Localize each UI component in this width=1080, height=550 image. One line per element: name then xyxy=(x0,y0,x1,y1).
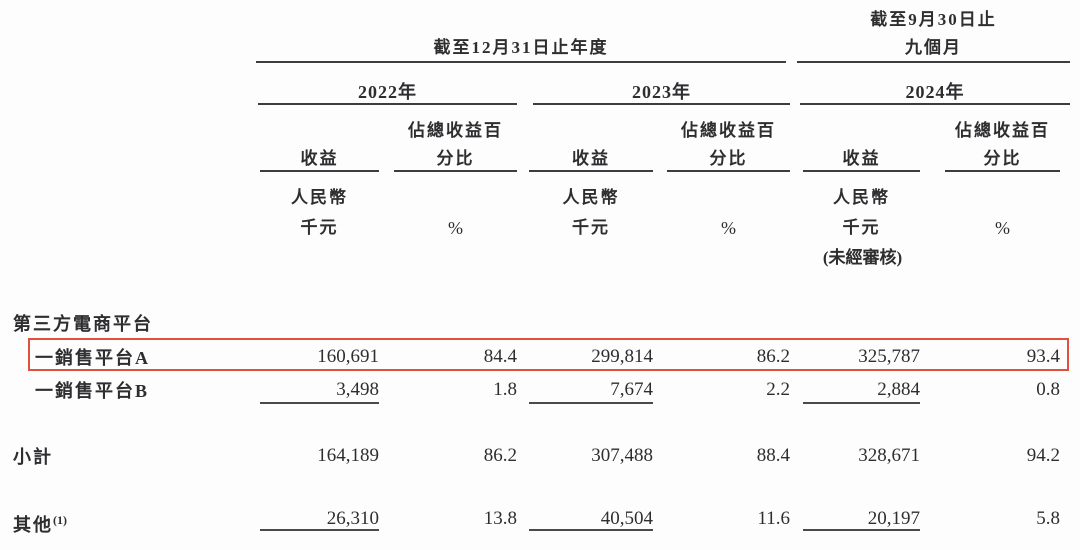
cell-platform-b-2024-pct: 0.8 xyxy=(1036,379,1060,400)
unit-rmb-2024-line1: 人民幣 xyxy=(833,188,890,207)
col-rule-revenue-2023 xyxy=(529,170,653,172)
col-header-pct-2024-line2: 分比 xyxy=(983,149,1022,168)
cell-subtotal-2024-revenue: 328,671 xyxy=(858,445,920,466)
cell-others-2024-revenue: 20,197 xyxy=(867,508,920,529)
cell-others-2022-pct: 13.8 xyxy=(483,508,517,529)
col-header-pct-2022-line2: 分比 xyxy=(436,149,475,168)
unit-pct-2022: % xyxy=(448,218,463,238)
unit-rmb-2024-line2: 千元 xyxy=(842,218,881,237)
col-header-pct-2024-line1: 佔總收益百 xyxy=(955,121,1050,140)
cell-platform-a-2022-revenue: 160,691 xyxy=(317,346,379,367)
col-header-pct-2022-line1: 佔總收益百 xyxy=(408,121,503,140)
cell-others-2022-revenue: 26,310 xyxy=(326,508,379,529)
cell-subtotal-2022-revenue: 164,189 xyxy=(317,445,379,466)
others-rule-2024 xyxy=(803,529,920,531)
cell-others-2023-pct: 11.6 xyxy=(757,508,790,529)
col-header-revenue-2023: 收益 xyxy=(572,149,610,168)
col-header-pct-2023-line1: 佔總收益百 xyxy=(681,121,776,140)
group-rule-9m xyxy=(797,61,1070,63)
header-period-fy: 截至12月31日止年度 xyxy=(433,38,609,57)
col-header-pct-2023-line2: 分比 xyxy=(709,149,748,168)
row-platform-b-label: 一銷售平台B xyxy=(35,381,150,401)
col-rule-pct-2022 xyxy=(394,170,517,172)
unit-unaudited-2024: (未經審核) xyxy=(822,248,903,267)
others-rule-2023 xyxy=(529,529,653,531)
cell-platform-b-2023-pct: 2.2 xyxy=(766,379,790,400)
unit-rmb-2022-line2: 千元 xyxy=(300,218,339,237)
cell-platform-b-2024-revenue: 2,884 xyxy=(877,379,920,400)
header-year-2024: 2024年 xyxy=(905,82,965,102)
cell-platform-a-2023-revenue: 299,814 xyxy=(591,346,653,367)
subtotal-rule-2023 xyxy=(529,402,653,404)
unit-rmb-2022-line1: 人民幣 xyxy=(291,188,348,207)
col-header-revenue-2022: 收益 xyxy=(300,149,339,168)
row-section-label: 第三方電商平台 xyxy=(13,314,153,334)
highlight-box-platform-a xyxy=(28,338,1069,371)
cell-platform-b-2022-pct: 1.8 xyxy=(493,379,517,400)
year-rule-2023 xyxy=(533,103,790,105)
subtotal-rule-2024 xyxy=(803,402,920,404)
col-header-revenue-2024: 收益 xyxy=(842,149,881,168)
others-rule-2022 xyxy=(260,529,379,531)
header-year-2023: 2023年 xyxy=(632,82,691,102)
row-others-footnote-marker: (1) xyxy=(53,513,67,527)
cell-platform-a-2022-pct: 84.4 xyxy=(483,346,517,367)
row-platform-a-label: 一銷售平台A xyxy=(35,348,150,368)
unit-pct-2024: % xyxy=(995,218,1010,238)
cell-others-2024-pct: 5.8 xyxy=(1036,508,1060,529)
group-rule-fy xyxy=(256,61,786,63)
cell-platform-a-2024-pct: 93.4 xyxy=(1026,346,1060,367)
cell-platform-a-2024-revenue: 325,787 xyxy=(858,346,920,367)
subtotal-rule-2022 xyxy=(260,402,379,404)
cell-platform-b-2023-revenue: 7,674 xyxy=(610,379,653,400)
row-others-label: 其他(1) xyxy=(13,507,253,538)
header-year-2022: 2022年 xyxy=(358,82,417,102)
unit-rmb-2023-line2: 千元 xyxy=(572,218,610,237)
row-subtotal-label: 小計 xyxy=(13,447,53,467)
unit-pct-2023: % xyxy=(721,218,736,238)
cell-subtotal-2022-pct: 86.2 xyxy=(483,445,517,466)
col-rule-pct-2023 xyxy=(667,170,790,172)
col-rule-revenue-2022 xyxy=(260,170,379,172)
cell-others-2023-revenue: 40,504 xyxy=(600,508,653,529)
header-period-9m-line1: 截至9月30日止 xyxy=(870,10,997,29)
unit-rmb-2023-line1: 人民幣 xyxy=(562,188,620,207)
cell-subtotal-2023-pct: 88.4 xyxy=(756,445,790,466)
header-period-9m-line2: 九個月 xyxy=(905,38,962,57)
year-rule-2024 xyxy=(800,103,1070,105)
year-rule-2022 xyxy=(258,103,517,105)
cell-subtotal-2024-pct: 94.2 xyxy=(1026,445,1060,466)
row-others-label-text: 其他 xyxy=(13,515,53,535)
col-rule-pct-2024 xyxy=(945,170,1060,172)
cell-platform-b-2022-revenue: 3,498 xyxy=(336,379,379,400)
cell-subtotal-2023-revenue: 307,488 xyxy=(591,445,653,466)
col-rule-revenue-2024 xyxy=(803,170,920,172)
cell-platform-a-2023-pct: 86.2 xyxy=(756,346,790,367)
